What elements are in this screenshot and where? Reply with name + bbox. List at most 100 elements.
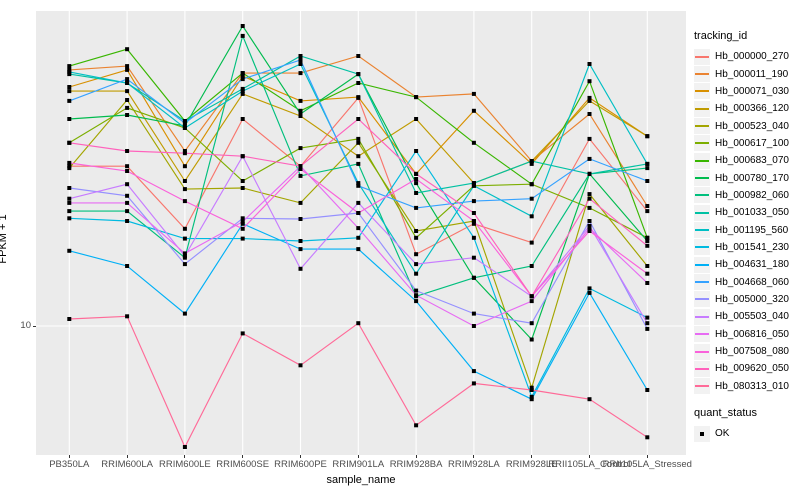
- legend-entry: Hb_005503_040: [694, 308, 798, 325]
- legend-entry: Hb_004631_180: [694, 256, 798, 273]
- data-point: [645, 315, 650, 320]
- legend-color-line-icon: [695, 194, 709, 197]
- data-point: [471, 140, 476, 145]
- x-tick-label: RRIM928LE: [505, 459, 558, 470]
- legend-color-line-icon: [695, 142, 709, 145]
- data-point: [67, 196, 72, 201]
- legend-key: [694, 360, 710, 377]
- data-point: [529, 161, 534, 166]
- data-point: [645, 209, 650, 214]
- data-point: [587, 98, 592, 103]
- data-point: [587, 192, 592, 197]
- data-point: [240, 236, 245, 241]
- legend-color-line-icon: [695, 229, 709, 232]
- data-point: [587, 196, 592, 201]
- data-point: [414, 271, 419, 276]
- legend-entry-label: Hb_006816_050: [715, 328, 789, 340]
- data-point: [67, 186, 72, 190]
- data-point: [356, 72, 361, 77]
- data-point: [471, 221, 476, 226]
- legend-key: [694, 222, 710, 239]
- x-tick-mark: [589, 455, 590, 458]
- legend-quant-section: quant_status OK: [694, 407, 798, 442]
- data-point: [182, 149, 187, 153]
- data-point: [67, 160, 72, 165]
- data-point: [414, 423, 419, 428]
- x-tick-mark: [415, 455, 417, 458]
- data-point: [587, 397, 592, 402]
- legend-key: [694, 239, 710, 256]
- data-point: [587, 290, 592, 295]
- data-point: [529, 397, 534, 402]
- legend-entry-label: Hb_000366_120: [715, 103, 789, 115]
- data-point: [414, 149, 419, 153]
- data-point: [414, 95, 419, 100]
- data-point: [356, 181, 361, 186]
- data-point: [414, 293, 419, 298]
- data-point: [298, 54, 303, 58]
- data-point: [298, 200, 303, 205]
- x-tick-mark: [531, 455, 533, 458]
- data-point: [529, 240, 534, 245]
- data-point: [125, 113, 130, 117]
- legend-entry: Hb_000000_270: [694, 48, 798, 65]
- x-tick-label: RRIM928BA: [389, 459, 443, 470]
- legend-entry-label: Hb_007508_080: [715, 346, 789, 358]
- legend-key: [694, 118, 710, 135]
- x-tick-label: RRII105LA_Control: [548, 459, 631, 470]
- legend-entry: Hb_000683_070: [694, 152, 798, 169]
- data-point: [414, 177, 419, 181]
- data-point: [587, 79, 592, 84]
- data-point: [587, 286, 592, 291]
- data-point: [240, 86, 245, 91]
- legend-entry-ok: OK: [694, 425, 798, 442]
- data-point: [529, 214, 534, 219]
- data-point: [182, 311, 187, 316]
- data-point: [645, 321, 650, 326]
- data-point: [414, 181, 419, 186]
- data-point: [471, 311, 476, 316]
- data-point: [240, 71, 245, 76]
- data-point: [645, 179, 650, 183]
- data-point: [529, 385, 534, 390]
- legend-entry-label: Hb_001033_050: [715, 207, 789, 219]
- data-point: [67, 317, 72, 321]
- data-point: [182, 254, 187, 258]
- legend-key: [694, 425, 710, 442]
- legend-entry: Hb_006816_050: [694, 326, 798, 343]
- legend-key: [694, 187, 710, 204]
- data-point: [298, 239, 303, 243]
- data-point: [471, 199, 476, 204]
- data-point: [414, 205, 419, 210]
- data-point: [356, 54, 361, 58]
- data-point: [298, 98, 303, 103]
- data-point: [645, 243, 650, 248]
- data-point: [182, 251, 187, 256]
- legend-entry: Hb_000071_030: [694, 83, 798, 100]
- data-point: [298, 71, 303, 76]
- data-point: [240, 179, 245, 183]
- legend-color-line-icon: [695, 281, 709, 284]
- data-point: [182, 151, 187, 156]
- data-point: [471, 235, 476, 240]
- data-point: [471, 381, 476, 386]
- legend-key: [694, 152, 710, 169]
- legend-entry: Hb_000982_060: [694, 187, 798, 204]
- legend-entry-label: Hb_000000_270: [715, 51, 789, 63]
- data-point: [298, 217, 303, 221]
- legend-key: [694, 256, 710, 273]
- legend-key: [694, 274, 710, 291]
- data-point: [529, 394, 534, 399]
- legend-color-line-icon: [695, 263, 709, 266]
- data-point: [356, 117, 361, 121]
- data-point: [471, 211, 476, 215]
- legend-title-quant-status: quant_status: [694, 406, 757, 419]
- legend-entry: Hb_000780_170: [694, 169, 798, 187]
- legend-entry-label: OK: [715, 428, 730, 440]
- data-point: [67, 69, 72, 74]
- data-point: [240, 74, 245, 79]
- data-point: [182, 126, 187, 130]
- data-point: [67, 85, 72, 89]
- legend-key: [694, 326, 710, 343]
